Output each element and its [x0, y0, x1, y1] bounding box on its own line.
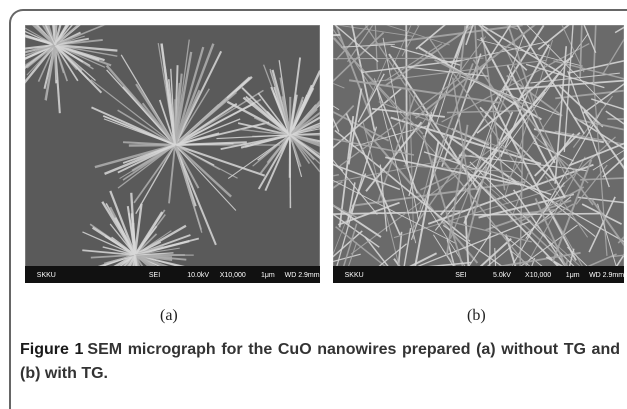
nanowire — [337, 280, 424, 300]
info-text: 1μm — [261, 272, 275, 279]
nanowire — [436, 281, 454, 300]
info-text: X10,000 — [220, 272, 246, 279]
info-text: SEI — [455, 272, 466, 279]
caption-text: SEM micrograph for the CuO nanowires pre… — [20, 341, 620, 382]
info-text: SKKU — [345, 272, 364, 279]
caption-label: Figure 1 — [20, 341, 83, 358]
info-text: WD 2.9mm — [285, 272, 320, 279]
info-text: WD 2.9mm — [589, 272, 624, 279]
nanowire — [418, 0, 452, 26]
sem-image: SKKU SEI 10.0kV X10,000 1μm WD 2.9mm — [0, 0, 359, 300]
panel-label: (a) — [160, 307, 178, 325]
panel-label: (b) — [467, 307, 486, 325]
info-text: SKKU — [37, 272, 56, 279]
info-text: SEI — [149, 272, 160, 279]
info-text: 1μm — [566, 272, 580, 279]
info-text: 10.0kV — [187, 272, 209, 279]
page: {"panels": [ {"label": "(a)", "info": ["… — [0, 0, 627, 393]
nanowire — [441, 0, 518, 29]
figure-images: SKKU SEI 10.0kV X10,000 1μm WD 2.9mm SKKU SEI 5.… — [0, 0, 627, 300]
info-bar — [333, 266, 624, 283]
nanowire — [587, 0, 601, 25]
info-text: 5.0kV — [493, 272, 511, 279]
info-bar — [25, 266, 320, 283]
info-text: X10,000 — [525, 272, 551, 279]
